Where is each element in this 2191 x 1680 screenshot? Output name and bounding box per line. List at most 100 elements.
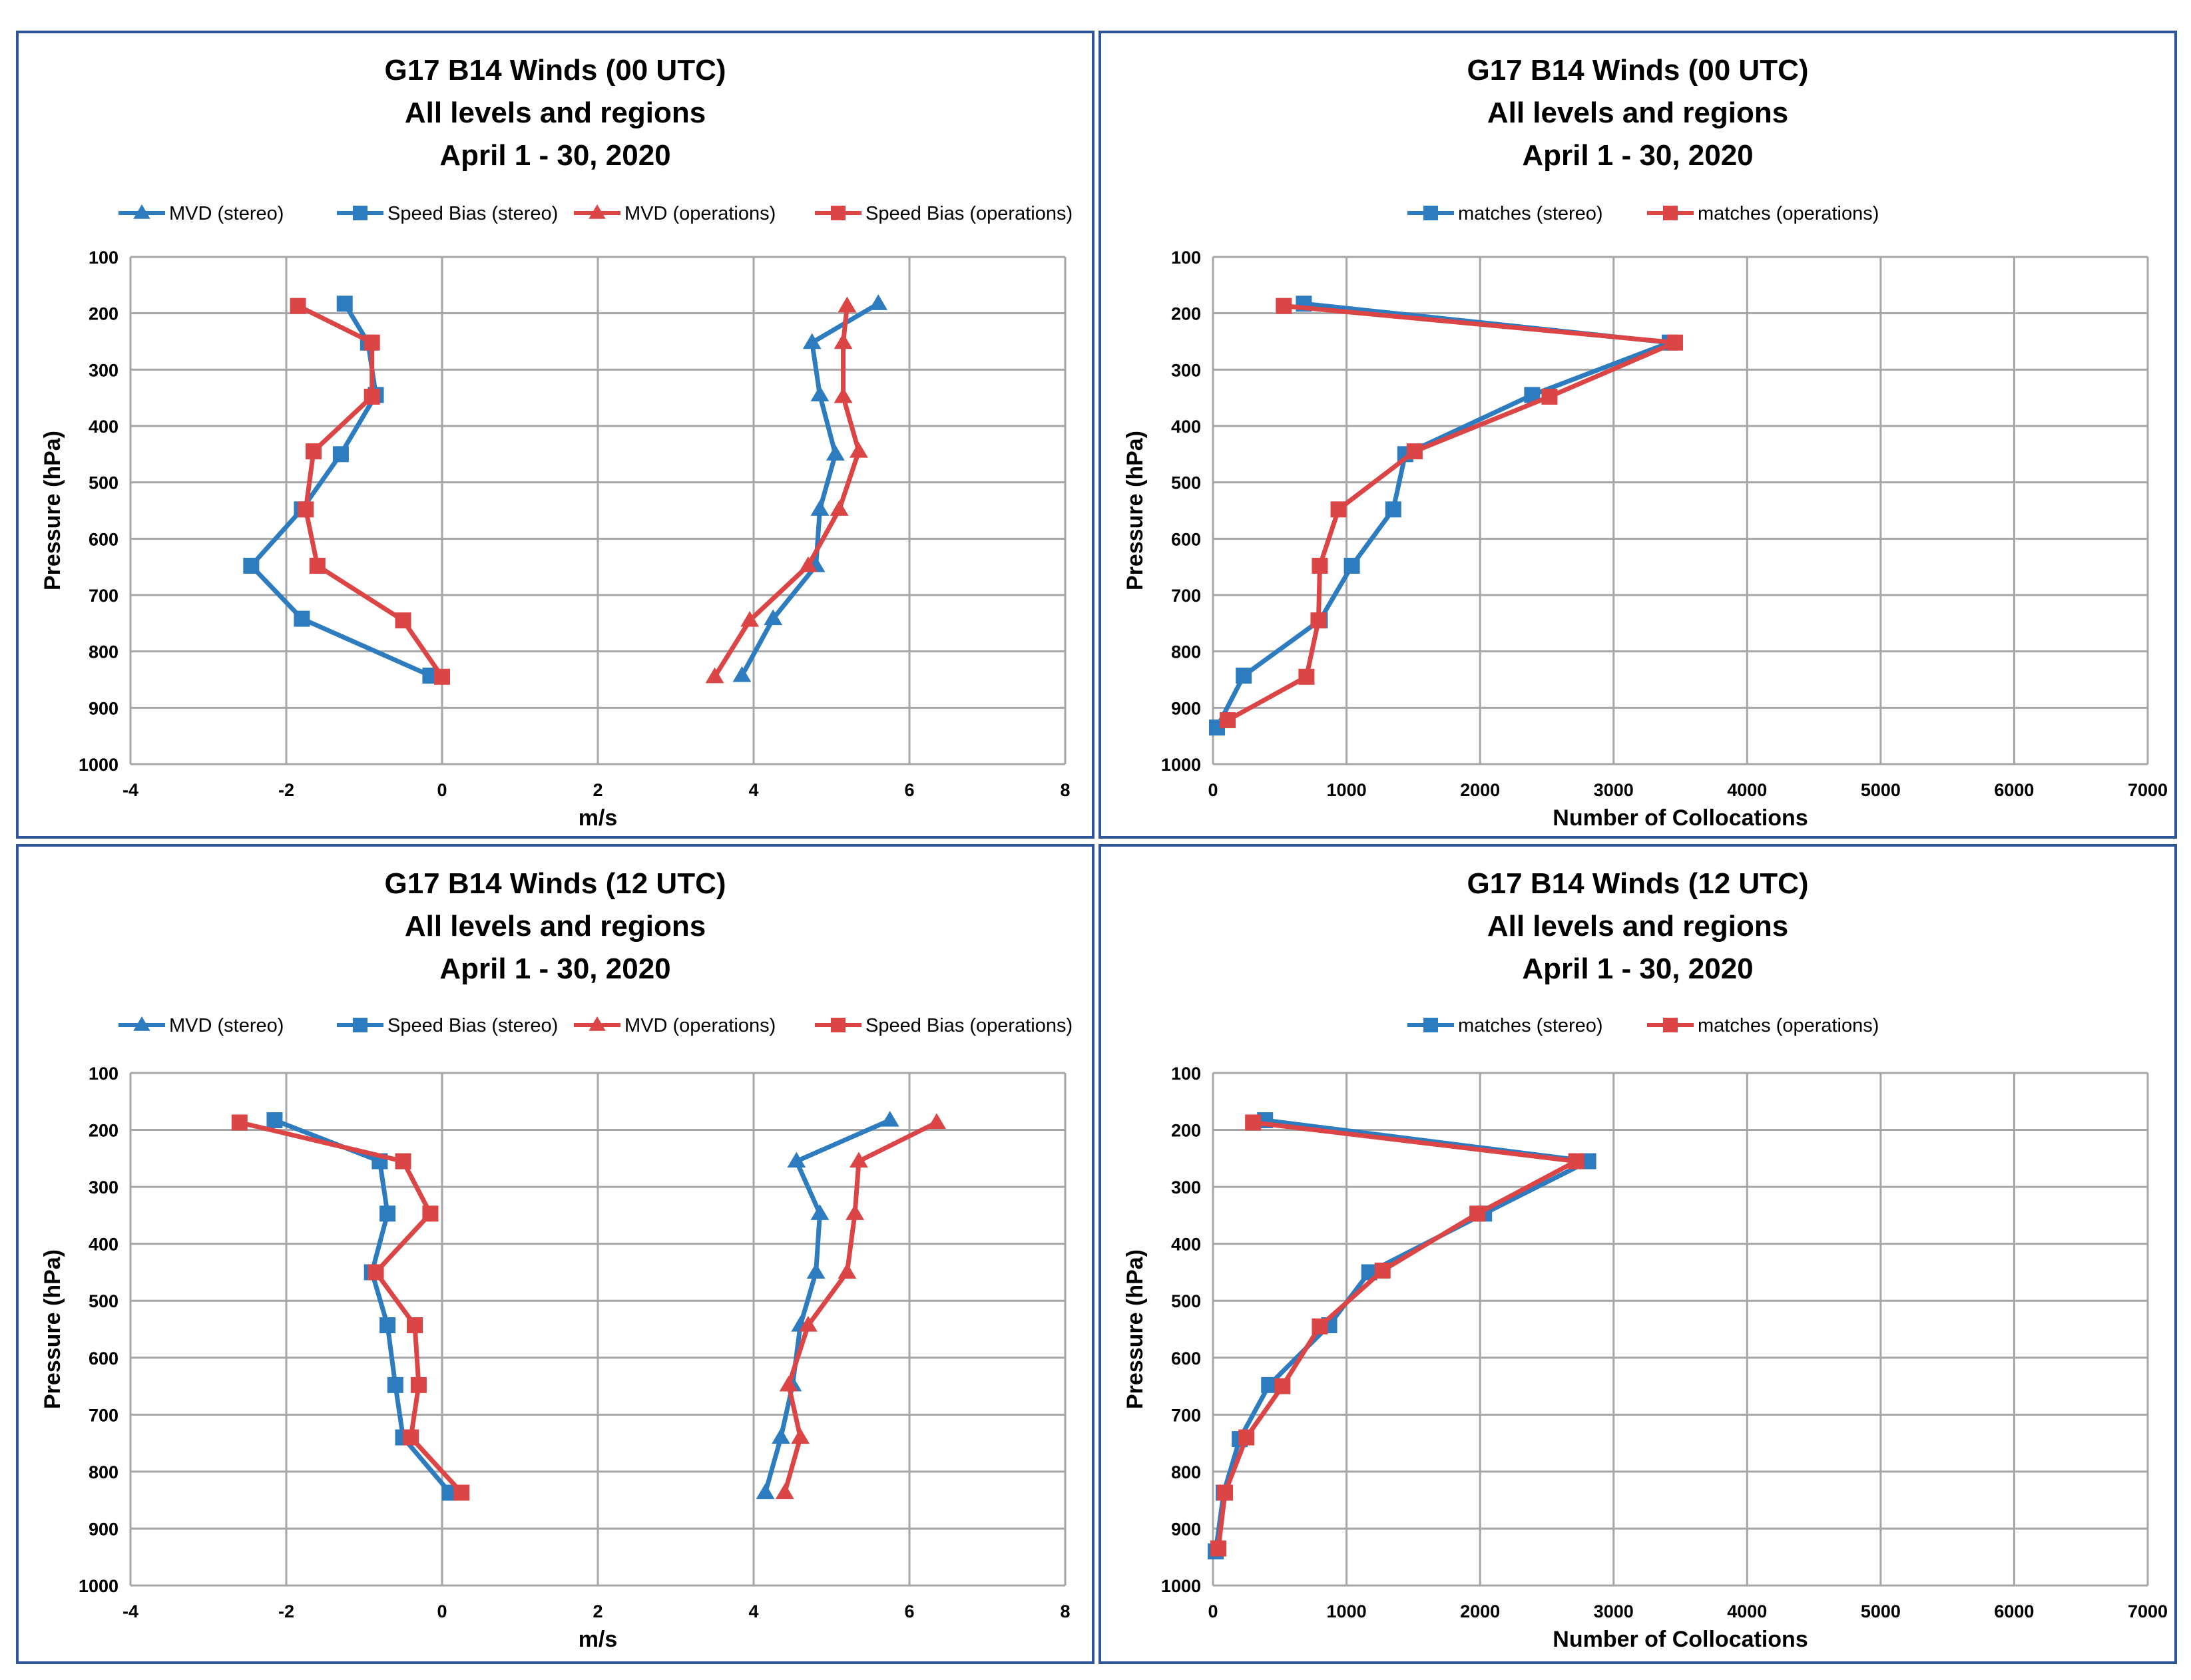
series-matches-stereo <box>1209 296 1678 735</box>
y-tick-label: 700 <box>89 1405 119 1425</box>
data-point <box>1238 1429 1255 1446</box>
chart-title: G17 B14 Winds (12 UTC) All levels and reg… <box>1467 867 1808 985</box>
data-point <box>775 1483 794 1500</box>
data-point <box>732 666 752 682</box>
data-point <box>1276 298 1292 314</box>
y-tick-label: 800 <box>1171 642 1201 662</box>
data-point <box>1312 1318 1328 1335</box>
y-tick-labels: 100 200 300 400 500 600 700 800 900 1000 <box>79 248 119 775</box>
series-line <box>1214 301 1672 729</box>
x-tick-label: 6 <box>904 1601 914 1621</box>
data-point <box>266 1112 283 1129</box>
legend-swatch-marker <box>1663 1018 1678 1032</box>
data-point <box>298 501 314 518</box>
legend-swatch-marker <box>353 206 367 220</box>
data-point <box>1385 501 1401 518</box>
legend: MVD (stereo) Speed Bias (stereo) MVD (oper… <box>119 1015 1073 1036</box>
y-tick-labels: 100 200 300 400 500 600 700 800 900 1000 <box>1161 248 1201 775</box>
x-tick-label: 4000 <box>1727 780 1767 800</box>
x-tick-label: 5000 <box>1861 780 1901 800</box>
data-point <box>764 609 783 626</box>
y-tick-label: 600 <box>1171 529 1201 549</box>
legend-item: Speed Bias (operations) <box>815 203 1073 224</box>
chart-svg: G17 B14 Winds (00 UTC) All levels and reg… <box>1122 54 2168 831</box>
legend-item: matches (operations) <box>1647 203 1879 224</box>
gridlines <box>129 1072 1067 1587</box>
data-point <box>810 385 830 402</box>
series-mvd-stereo <box>756 1110 899 1500</box>
series-speed-bias-stereo <box>266 1112 458 1501</box>
data-point <box>434 668 450 685</box>
legend-item: Speed Bias (stereo) <box>337 203 558 224</box>
y-tick-label: 100 <box>1171 1064 1201 1084</box>
data-point <box>379 1317 396 1334</box>
data-point <box>846 1204 865 1220</box>
y-axis-title: Pressure (hPa) <box>1122 431 1148 590</box>
chart-svg: G17 B14 Winds (12 UTC) All levels and reg… <box>1122 867 2168 1652</box>
data-point <box>453 1484 470 1501</box>
series-mvd-operations <box>705 296 868 684</box>
y-tick-label: 600 <box>89 529 119 549</box>
gridlines <box>1212 1072 2149 1587</box>
x-tick-label: 0 <box>1208 1601 1218 1621</box>
legend: matches (stereo) matches (operations) <box>1407 1015 1879 1036</box>
legend-label: matches (operations) <box>1698 203 1879 224</box>
data-point <box>1217 1484 1234 1501</box>
y-tick-label: 300 <box>1171 360 1201 380</box>
y-tick-label: 600 <box>89 1349 119 1368</box>
legend-label: matches (operations) <box>1698 1015 1879 1036</box>
y-tick-label: 1000 <box>1161 1576 1201 1596</box>
x-tick-label: 7000 <box>2128 780 2168 800</box>
y-tick-label: 400 <box>89 1235 119 1255</box>
y-tick-label: 700 <box>1171 1405 1201 1425</box>
data-point <box>1343 557 1360 574</box>
legend-item: matches (stereo) <box>1407 203 1603 224</box>
legend-label: MVD (operations) <box>624 203 776 224</box>
chart-panel-matches-00utc: G17 B14 Winds (00 UTC) All levels and reg… <box>1098 31 2177 839</box>
legend-swatch-marker <box>133 204 150 219</box>
x-tick-label: 5000 <box>1861 1601 1901 1621</box>
data-point <box>395 1153 411 1169</box>
x-tick-labels: 0 1000 2000 3000 4000 5000 6000 7000 <box>1208 780 2168 800</box>
data-point <box>838 1263 857 1279</box>
y-axis-title: Pressure (hPa) <box>40 431 65 590</box>
data-point <box>1406 443 1423 460</box>
data-point <box>309 557 326 574</box>
y-tick-label: 200 <box>89 1121 119 1141</box>
data-point <box>834 333 853 349</box>
y-tick-label: 500 <box>89 473 119 493</box>
chart-title-line: G17 B14 Winds (00 UTC) <box>384 54 726 87</box>
data-point <box>1220 712 1236 728</box>
legend-item: matches (stereo) <box>1407 1015 1603 1036</box>
y-tick-label: 500 <box>1171 473 1201 493</box>
x-tick-label: 6 <box>904 780 914 800</box>
legend-item: MVD (stereo) <box>119 203 284 224</box>
data-point <box>1261 1376 1278 1393</box>
data-point <box>290 298 306 314</box>
y-axis-title: Pressure (hPa) <box>40 1249 65 1409</box>
data-point <box>850 1152 868 1168</box>
series-line <box>782 1120 938 1494</box>
data-point <box>305 443 322 460</box>
x-tick-label: 6000 <box>1994 780 2034 800</box>
chart-title-line: G17 B14 Winds (00 UTC) <box>1467 54 1808 87</box>
x-tick-label: 6000 <box>1994 1601 2034 1621</box>
data-point <box>367 1264 384 1281</box>
legend-label: matches (stereo) <box>1458 203 1603 224</box>
data-point <box>395 612 411 629</box>
chart-title-line: All levels and regions <box>405 910 706 943</box>
chart-panel-matches-12utc: G17 B14 Winds (12 UTC) All levels and reg… <box>1098 844 2177 1664</box>
legend: MVD (stereo) Speed Bias (stereo) MVD (oper… <box>119 203 1073 224</box>
y-tick-label: 200 <box>1171 1121 1201 1141</box>
legend-label: Speed Bias (stereo) <box>387 203 558 224</box>
data-point <box>798 556 818 572</box>
data-point <box>834 387 853 403</box>
y-tick-label: 500 <box>1171 1291 1201 1311</box>
x-tick-label: 8 <box>1060 780 1070 800</box>
y-tick-label: 900 <box>1171 1519 1201 1539</box>
y-tick-label: 1000 <box>79 755 119 775</box>
y-tick-label: 100 <box>89 248 119 268</box>
series-line <box>238 1120 463 1494</box>
series-line <box>740 302 879 677</box>
chart-svg: G17 B14 Winds (12 UTC) All levels and reg… <box>40 867 1073 1652</box>
